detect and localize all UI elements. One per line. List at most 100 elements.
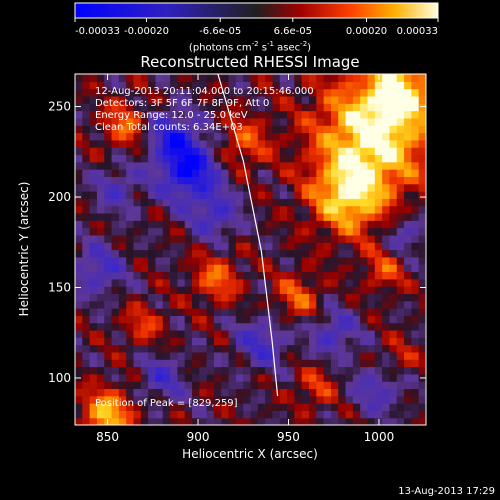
heatmap-cell — [82, 125, 91, 134]
heatmap-cell — [389, 308, 398, 316]
heatmap-cell — [206, 278, 215, 287]
heatmap-cell — [155, 147, 164, 156]
heatmap-cell — [96, 381, 105, 390]
heatmap-cell — [426, 381, 434, 389]
heatmap-cell — [126, 351, 135, 360]
heatmap-cell — [104, 110, 113, 119]
heatmap-cell — [228, 315, 237, 324]
heatmap-cell — [396, 161, 405, 170]
heatmap-cell — [89, 110, 98, 119]
heatmap-cell — [89, 337, 98, 346]
heatmap-cell — [265, 351, 274, 360]
heatmap-cell — [133, 264, 142, 273]
heatmap-cell — [82, 169, 91, 177]
heatmap-cell — [330, 417, 339, 425]
heatmap-cell — [235, 220, 244, 229]
heatmap-cell — [411, 293, 420, 302]
heatmap-cell — [323, 242, 332, 251]
heatmap-cell — [192, 117, 200, 126]
heatmap-cell — [323, 403, 332, 411]
heatmap-cell — [323, 198, 332, 207]
heatmap-cell — [162, 191, 171, 199]
heatmap-cell — [396, 351, 405, 360]
heatmap-cell — [374, 205, 383, 214]
heatmap-cell — [96, 198, 105, 207]
heatmap-cell — [418, 381, 426, 390]
heatmap-cell — [411, 249, 420, 258]
heatmap-cell — [330, 366, 339, 375]
heatmap-cell — [221, 264, 230, 273]
heatmap-cell — [82, 110, 91, 119]
heatmap-cell — [104, 410, 113, 419]
heatmap-cell — [338, 403, 347, 411]
heatmap-cell — [352, 88, 361, 97]
heatmap-cell — [184, 359, 193, 368]
heatmap-cell — [89, 205, 98, 214]
heatmap-cell — [228, 234, 237, 243]
heatmap-cell — [330, 300, 339, 309]
heatmap-cell — [82, 74, 91, 82]
heatmap-cell — [404, 264, 412, 273]
heatmap-cell — [126, 125, 135, 134]
heatmap-cell — [404, 381, 412, 390]
heatmap-cell — [316, 322, 325, 331]
heatmap-cell — [177, 132, 186, 141]
heatmap-cell — [104, 227, 113, 236]
heatmap-cell — [184, 183, 193, 192]
heatmap-cell — [396, 139, 405, 148]
heatmap-cell — [279, 293, 288, 302]
heatmap-cell — [411, 191, 420, 199]
heatmap-cell — [243, 256, 252, 265]
heatmap-cell — [75, 154, 83, 163]
heatmap-cell — [411, 256, 420, 265]
heatmap-cell — [294, 161, 303, 170]
heatmap-cell — [118, 256, 127, 265]
heatmap-cell — [155, 74, 164, 82]
heatmap-cell — [111, 410, 120, 419]
heatmap-cell — [426, 352, 434, 360]
heatmap-cell — [389, 403, 398, 411]
heatmap-cell — [111, 271, 120, 280]
heatmap-cell — [213, 220, 222, 229]
heatmap-cell — [418, 388, 426, 397]
heatmap-cell — [133, 139, 142, 148]
heatmap-cell — [367, 220, 376, 229]
heatmap-cell — [316, 315, 325, 324]
heatmap-cell — [75, 242, 83, 251]
heatmap-cell — [396, 388, 405, 397]
heatmap-cell — [228, 329, 237, 338]
heatmap-cell — [265, 417, 274, 425]
heatmap-cell — [82, 154, 91, 163]
heatmap-cell — [338, 183, 347, 192]
heatmap-cell — [352, 117, 361, 126]
heatmap-cell — [177, 278, 186, 287]
heatmap-cell — [426, 96, 434, 104]
heatmap-cell — [96, 176, 105, 185]
heatmap-cell — [330, 395, 339, 404]
heatmap-cell — [177, 256, 186, 265]
heatmap-cell — [294, 322, 303, 331]
heatmap-cell — [213, 81, 222, 90]
heatmap-cell — [411, 373, 420, 382]
heatmap-cell — [177, 220, 186, 229]
heatmap-cell — [360, 351, 369, 360]
heatmap-cell — [250, 117, 259, 126]
heatmap-cell — [221, 286, 230, 294]
heatmap-cell — [221, 308, 230, 316]
heatmap-cell — [104, 388, 113, 397]
heatmap-cell — [309, 88, 317, 97]
heatmap-cell — [148, 95, 157, 104]
heatmap-cell — [301, 125, 310, 134]
heatmap-cell — [309, 154, 317, 163]
heatmap-cell — [228, 88, 237, 97]
heatmap-cell — [192, 256, 200, 265]
heatmap-cell — [89, 198, 98, 207]
heatmap-cell — [426, 89, 434, 97]
heatmap-cell — [418, 110, 426, 119]
heatmap-cell — [118, 103, 127, 112]
heatmap-cell — [162, 388, 171, 397]
heatmap-cell — [367, 293, 376, 302]
heatmap-cell — [389, 256, 398, 265]
heatmap-cell — [294, 300, 303, 309]
heatmap-cell — [170, 234, 178, 243]
